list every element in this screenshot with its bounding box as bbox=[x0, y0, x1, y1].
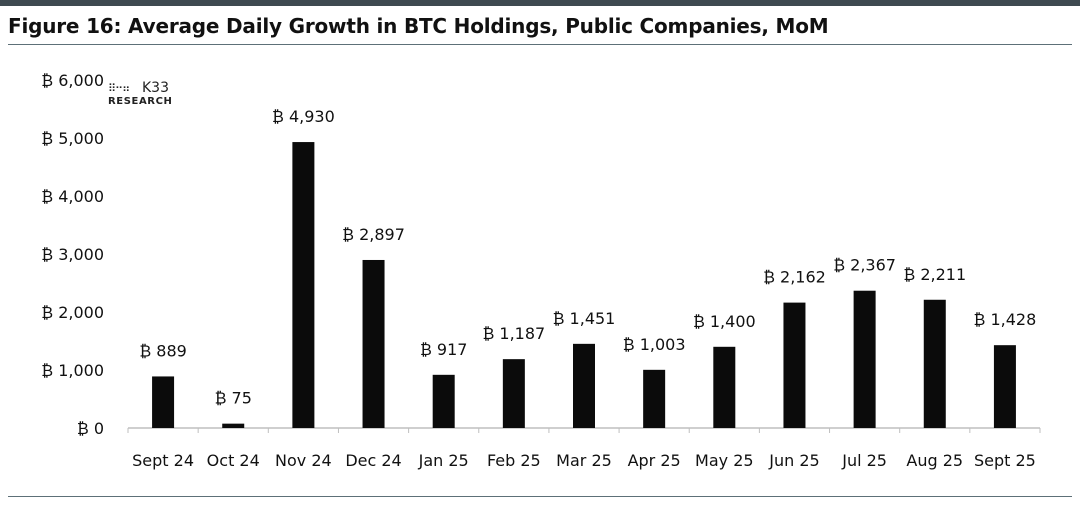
bar bbox=[502, 359, 525, 428]
y-tick-label: ₿ 0 bbox=[77, 419, 104, 438]
data-label: ₿ 917 bbox=[420, 340, 467, 359]
x-tick-label: May 25 bbox=[695, 451, 754, 470]
bar bbox=[222, 423, 245, 428]
title-divider bbox=[8, 44, 1072, 45]
bar bbox=[362, 259, 385, 428]
bar bbox=[152, 376, 175, 428]
figure-title: Figure 16: Average Daily Growth in BTC H… bbox=[8, 14, 829, 38]
bar bbox=[573, 343, 595, 428]
bar bbox=[853, 290, 876, 428]
y-tick-label: ₿ 3,000 bbox=[41, 245, 104, 264]
bar bbox=[923, 299, 946, 428]
x-tick-label: Jul 25 bbox=[841, 451, 887, 470]
x-tick-label: Mar 25 bbox=[556, 451, 612, 470]
x-tick-label: Jan 25 bbox=[418, 451, 469, 470]
x-tick-label: Feb 25 bbox=[487, 451, 541, 470]
logo-subtitle: RESEARCH bbox=[108, 96, 173, 107]
data-label: ₿ 1,400 bbox=[693, 312, 756, 331]
x-tick-label: Oct 24 bbox=[207, 451, 260, 470]
bar bbox=[783, 302, 806, 428]
data-label: ₿ 889 bbox=[139, 341, 186, 360]
y-tick-label: ₿ 1,000 bbox=[41, 361, 104, 380]
x-tick-label: Sept 24 bbox=[132, 451, 194, 470]
bar bbox=[713, 346, 736, 428]
y-tick-label: ₿ 5,000 bbox=[41, 129, 104, 148]
y-tick-label: ₿ 4,000 bbox=[41, 187, 104, 206]
bar bbox=[643, 369, 666, 428]
top-border bbox=[0, 0, 1080, 6]
bottom-divider bbox=[8, 496, 1072, 497]
data-label: ₿ 2,211 bbox=[903, 265, 966, 284]
y-tick-label: ₿ 2,000 bbox=[41, 303, 104, 322]
x-tick-label: Jun 25 bbox=[768, 451, 819, 470]
x-tick-label: Dec 24 bbox=[345, 451, 401, 470]
logo-dots-icon: ⠿⠒⠶ bbox=[108, 82, 130, 95]
k33-research-logo: ⠿⠒⠶ K33 RESEARCH bbox=[108, 80, 198, 110]
bar bbox=[292, 142, 315, 428]
data-label: ₿ 2,897 bbox=[342, 225, 405, 244]
logo-brand: K33 bbox=[142, 80, 169, 96]
data-label: ₿ 4,930 bbox=[272, 107, 335, 126]
data-label: ₿ 1,187 bbox=[482, 324, 545, 343]
data-label: ₿ 2,162 bbox=[763, 268, 826, 287]
bar bbox=[993, 345, 1016, 428]
data-label: ₿ 2,367 bbox=[833, 256, 896, 275]
data-label: ₿ 1,003 bbox=[623, 335, 686, 354]
x-tick-label: Sept 25 bbox=[974, 451, 1036, 470]
data-label: ₿ 1,451 bbox=[553, 309, 616, 328]
data-label: ₿ 75 bbox=[215, 389, 252, 408]
x-tick-label: Aug 25 bbox=[906, 451, 963, 470]
bar bbox=[432, 374, 455, 428]
data-label: ₿ 1,428 bbox=[974, 310, 1037, 329]
y-tick-label: ₿ 6,000 bbox=[41, 71, 104, 90]
x-tick-label: Apr 25 bbox=[628, 451, 681, 470]
x-tick-label: Nov 24 bbox=[275, 451, 332, 470]
